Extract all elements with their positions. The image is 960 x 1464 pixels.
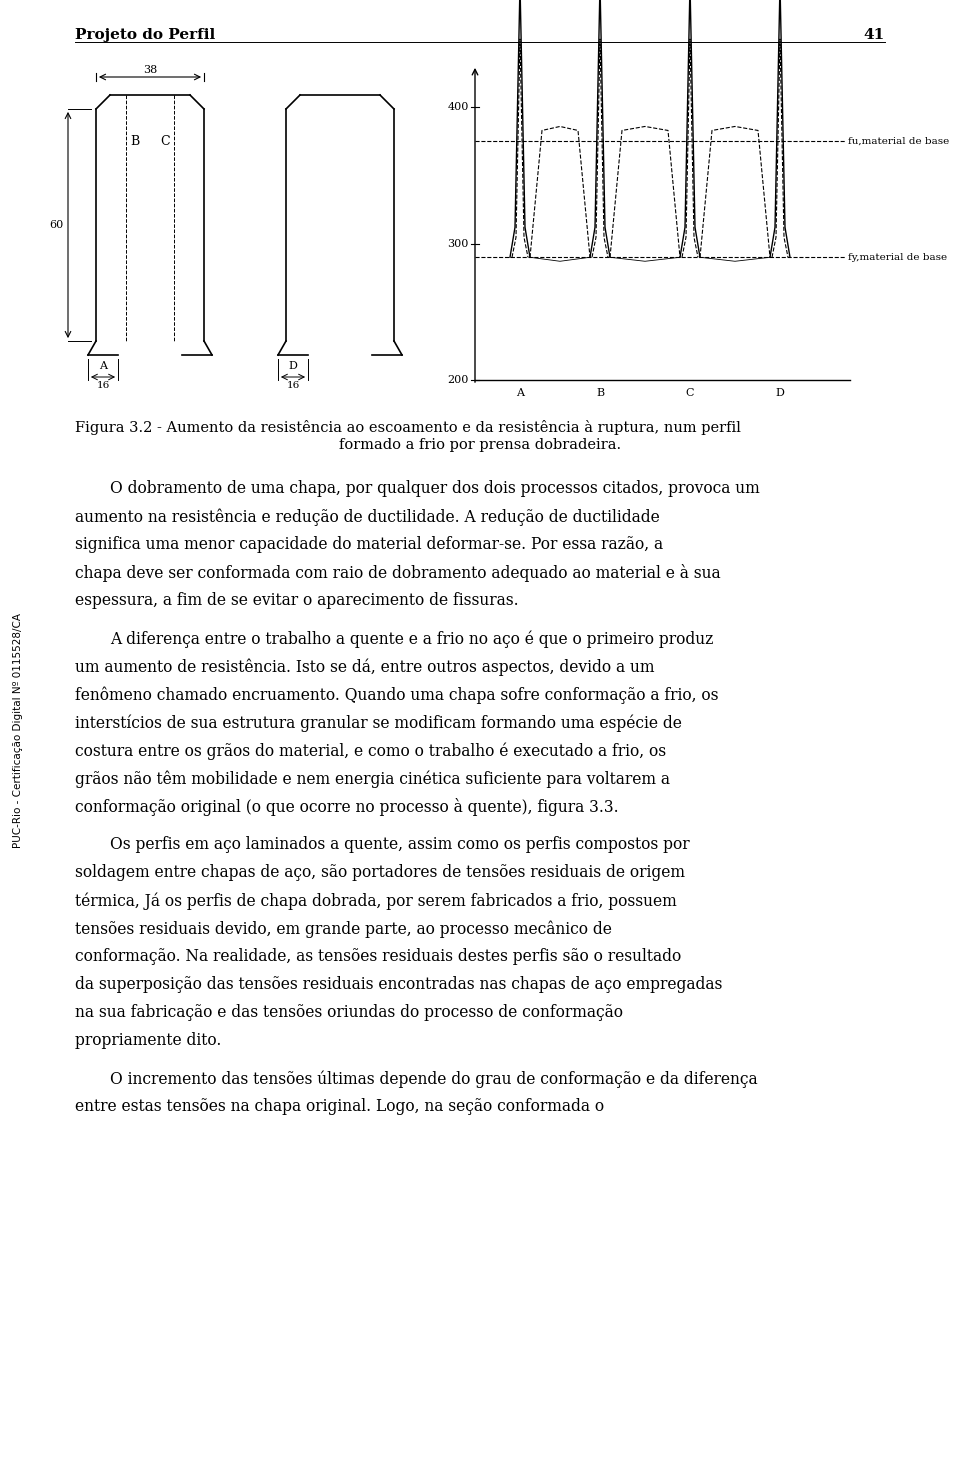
Text: PUC-Rio - Certificação Digital Nº 0115528/CA: PUC-Rio - Certificação Digital Nº 011552… [13, 612, 23, 848]
Text: conformação. Na realidade, as tensões residuais destes perfis são o resultado: conformação. Na realidade, as tensões re… [75, 949, 682, 965]
Text: D: D [289, 362, 298, 370]
Text: C: C [685, 388, 694, 398]
Text: fenômeno chamado encruamento. Quando uma chapa sofre conformação a frio, os: fenômeno chamado encruamento. Quando uma… [75, 687, 718, 704]
Text: Figura 3.2 - Aumento da resistência ao escoamento e da resistência à ruptura, nu: Figura 3.2 - Aumento da resistência ao e… [75, 420, 741, 435]
Text: 16: 16 [96, 381, 109, 389]
Text: um aumento de resistência. Isto se dá, entre outros aspectos, devido a um: um aumento de resistência. Isto se dá, e… [75, 657, 655, 675]
Text: chapa deve ser conformada com raio de dobramento adequado ao material e à sua: chapa deve ser conformada com raio de do… [75, 564, 721, 583]
Text: B: B [596, 388, 604, 398]
Text: fu,material de base: fu,material de base [848, 136, 949, 146]
Text: aumento na resistência e redução de ductilidade. A redução de ductilidade: aumento na resistência e redução de duct… [75, 508, 660, 526]
Text: entre estas tensões na chapa original. Logo, na seção conformada o: entre estas tensões na chapa original. L… [75, 1098, 604, 1116]
Text: A: A [99, 362, 107, 370]
Text: espessura, a fim de se evitar o aparecimento de fissuras.: espessura, a fim de se evitar o aparecim… [75, 591, 518, 609]
Text: significa uma menor capacidade do material deformar-se. Por essa razão, a: significa uma menor capacidade do materi… [75, 536, 663, 553]
Text: propriamente dito.: propriamente dito. [75, 1032, 222, 1050]
Text: da superposição das tensões residuais encontradas nas chapas de aço empregadas: da superposição das tensões residuais en… [75, 976, 722, 993]
Text: interstícios de sua estrutura granular se modificam formando uma espécie de: interstícios de sua estrutura granular s… [75, 714, 682, 732]
Text: 300: 300 [447, 239, 469, 249]
Text: formado a frio por prensa dobradeira.: formado a frio por prensa dobradeira. [339, 438, 621, 452]
Text: 400: 400 [447, 102, 469, 113]
Text: tensões residuais devido, em grande parte, ao processo mecânico de: tensões residuais devido, em grande part… [75, 919, 612, 937]
Text: térmica, Já os perfis de chapa dobrada, por serem fabricados a frio, possuem: térmica, Já os perfis de chapa dobrada, … [75, 892, 677, 909]
Text: 60: 60 [50, 220, 64, 230]
Text: Os perfis em aço laminados a quente, assim como os perfis compostos por: Os perfis em aço laminados a quente, ass… [110, 836, 689, 854]
Text: 200: 200 [447, 375, 469, 385]
Text: B: B [130, 135, 139, 148]
Text: Projeto do Perfil: Projeto do Perfil [75, 28, 215, 42]
Text: O incremento das tensões últimas depende do grau de conformação e da diferença: O incremento das tensões últimas depende… [110, 1070, 757, 1088]
Text: O dobramento de uma chapa, por qualquer dos dois processos citados, provoca um: O dobramento de uma chapa, por qualquer … [110, 480, 759, 496]
Text: na sua fabricação e das tensões oriundas do processo de conformação: na sua fabricação e das tensões oriundas… [75, 1004, 623, 1020]
Text: D: D [776, 388, 784, 398]
Text: 41: 41 [864, 28, 885, 42]
Text: conformação original (o que ocorre no processo à quente), figura 3.3.: conformação original (o que ocorre no pr… [75, 798, 618, 815]
Text: C: C [160, 135, 170, 148]
Text: A diferença entre o trabalho a quente e a frio no aço é que o primeiro produz: A diferença entre o trabalho a quente e … [110, 630, 713, 647]
Text: soldagem entre chapas de aço, são portadores de tensões residuais de origem: soldagem entre chapas de aço, são portad… [75, 864, 685, 881]
Text: 38: 38 [143, 64, 157, 75]
Text: A: A [516, 388, 524, 398]
Text: grãos não têm mobilidade e nem energia cinética suficiente para voltarem a: grãos não têm mobilidade e nem energia c… [75, 770, 670, 788]
Text: fy,material de base: fy,material de base [848, 253, 948, 262]
Text: costura entre os grãos do material, e como o trabalho é executado a frio, os: costura entre os grãos do material, e co… [75, 742, 666, 760]
Text: 16: 16 [286, 381, 300, 389]
